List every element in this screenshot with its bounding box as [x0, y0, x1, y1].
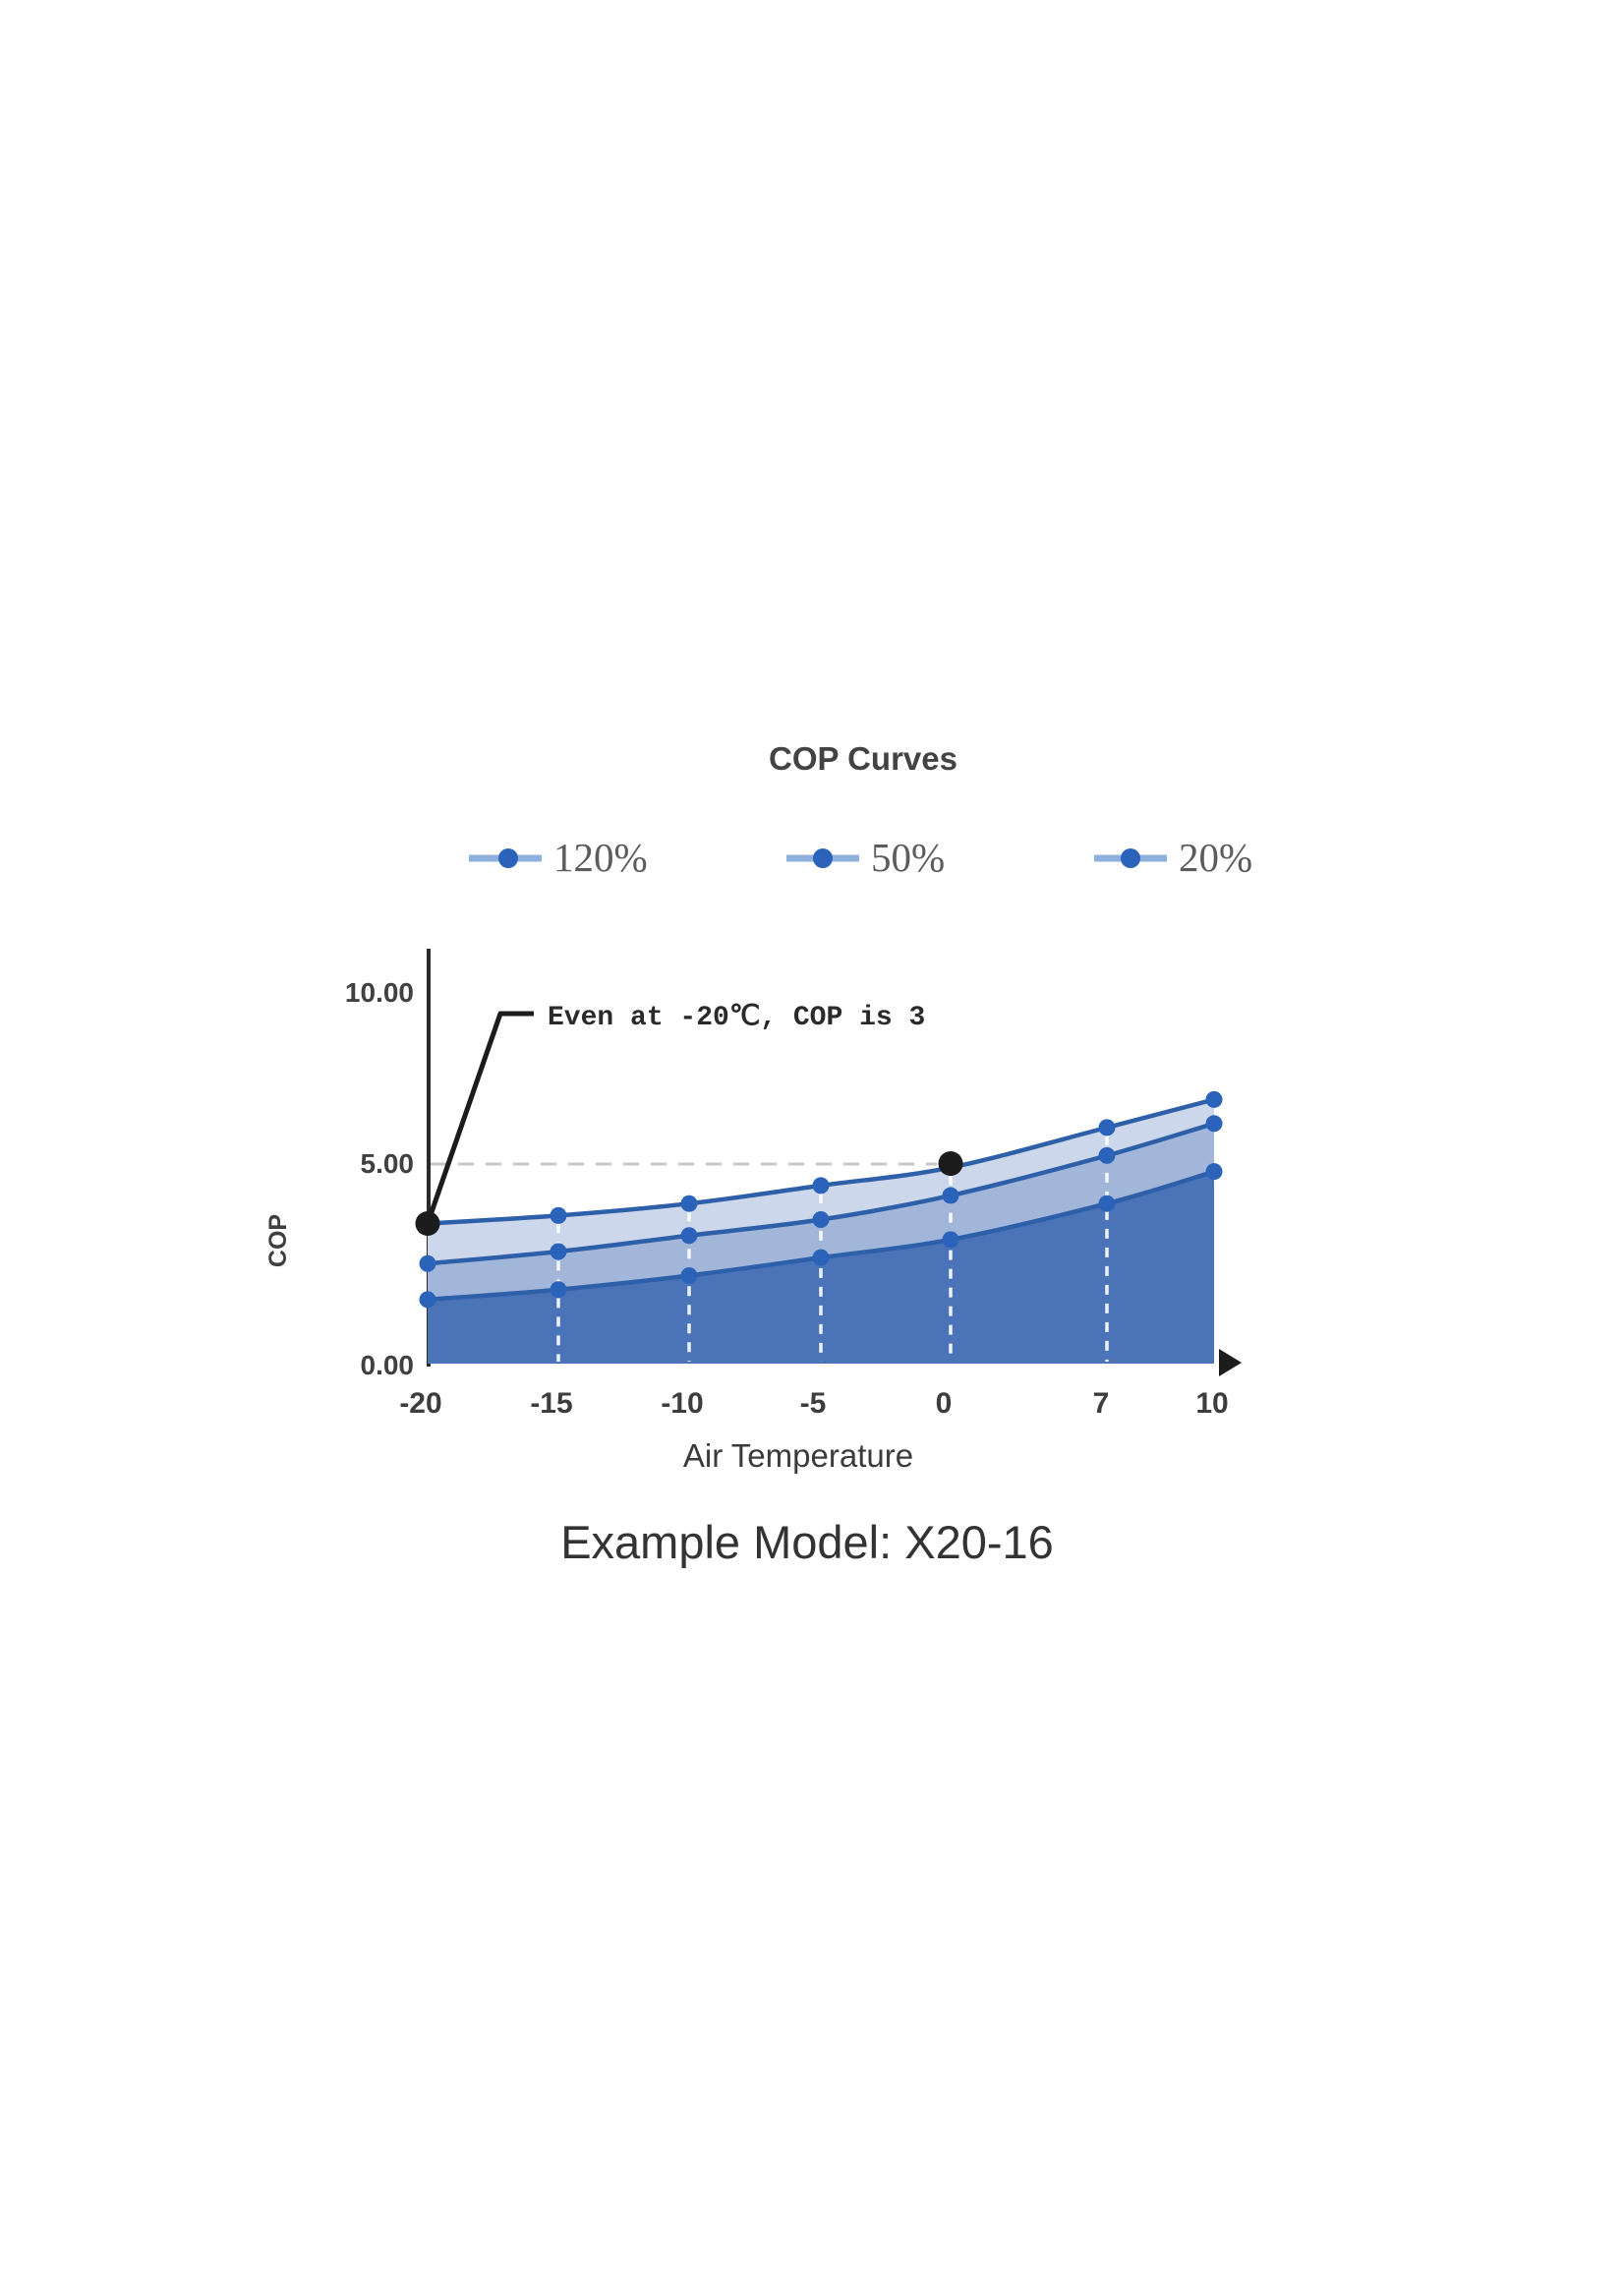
data-point-50%: [812, 1210, 830, 1228]
data-point-120%: [1098, 1119, 1116, 1137]
x-axis-arrow-icon: [1219, 1349, 1242, 1376]
callout-line: [425, 1011, 534, 1225]
caption: Example Model: X20-16: [560, 1516, 1054, 1568]
data-point-20%: [1205, 1163, 1223, 1181]
legend-dot-icon: [1121, 848, 1140, 868]
legend-dot-icon: [498, 848, 518, 868]
x-tick-label-0: 0: [936, 1387, 953, 1420]
data-point-50%: [1098, 1146, 1116, 1164]
data-point-50%: [550, 1243, 567, 1260]
data-point-50%: [942, 1187, 959, 1204]
plot-area: [419, 1090, 1223, 1364]
legend-item-50: 50%: [786, 835, 945, 880]
x-tick-label-7: 7: [1093, 1387, 1110, 1420]
x-axis-title: Air Temperature: [683, 1437, 913, 1474]
y-tick-label-0: 0.00: [361, 1350, 415, 1380]
x-axis-ticks: -20 -15 -10 -5 0 7 10: [399, 1387, 1228, 1420]
x-tick-label-n15: -15: [530, 1387, 572, 1420]
data-point-120%: [680, 1195, 698, 1212]
data-point-50%: [1205, 1115, 1223, 1133]
legend-item-20: 20%: [1094, 835, 1252, 880]
x-tick-label-n5: -5: [800, 1387, 827, 1420]
annotation-text: Even at -20℃, COP is 3: [548, 1003, 925, 1033]
data-point-120%: [550, 1206, 567, 1224]
chart-title: COP Curves: [769, 740, 957, 777]
legend-dot-icon: [813, 848, 833, 868]
y-axis-title: COP: [264, 1214, 292, 1267]
y-tick-label-5: 5.00: [361, 1148, 415, 1179]
data-point-20%: [550, 1281, 567, 1299]
legend-label-120: 120%: [553, 835, 648, 880]
annotation-dot: [415, 1211, 440, 1236]
data-point-20%: [419, 1291, 436, 1309]
x-tick-label-n20: -20: [399, 1387, 441, 1420]
annotation-layer: [415, 1011, 963, 1236]
series-area-20%: [428, 1171, 1214, 1364]
data-point-50%: [680, 1227, 698, 1245]
legend-label-20: 20%: [1179, 835, 1252, 880]
legend-label-50: 50%: [871, 835, 945, 880]
x-tick-label-n10: -10: [661, 1387, 703, 1420]
annotation-dot: [938, 1151, 963, 1176]
x-tick-label-10: 10: [1195, 1387, 1228, 1420]
data-point-120%: [1205, 1090, 1223, 1108]
legend: 120% 50% 20%: [469, 835, 1252, 880]
data-point-20%: [680, 1266, 698, 1284]
data-point-50%: [419, 1254, 436, 1272]
legend-item-120: 120%: [469, 835, 648, 880]
y-tick-label-10: 10.00: [345, 977, 414, 1008]
data-point-20%: [1098, 1195, 1116, 1212]
data-point-20%: [812, 1249, 830, 1266]
data-point-120%: [812, 1177, 830, 1195]
data-point-20%: [942, 1231, 959, 1249]
